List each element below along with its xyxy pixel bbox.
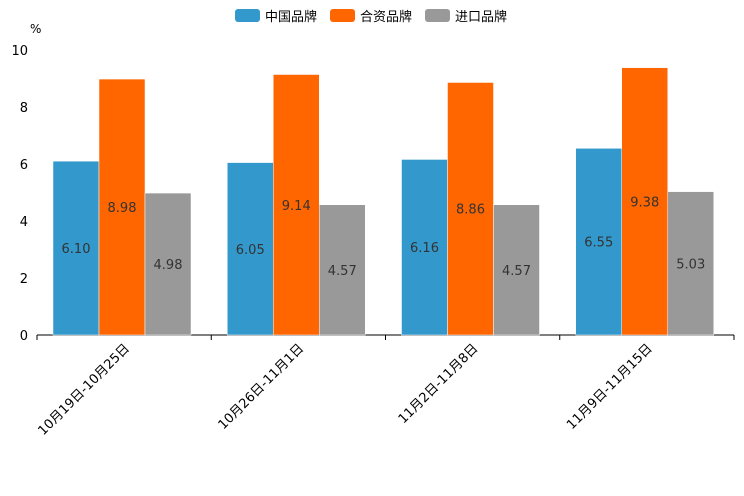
data-labels: 6.10 6.05 6.16 6.55 8.98 9.14 8.86 9.38 4.98 4.57…	[62, 195, 706, 279]
bar-0-0	[52, 160, 100, 336]
data-label: 8.98	[108, 201, 137, 216]
data-label: 6.10	[62, 242, 91, 257]
bar-1-0	[98, 78, 146, 336]
data-label: 4.98	[154, 258, 183, 273]
data-label: 9.38	[630, 195, 659, 210]
data-label: 9.14	[282, 199, 311, 214]
category-label: 11月2日-11月8日	[396, 341, 482, 427]
y-tick-label: 6	[20, 158, 28, 173]
legend-swatch	[235, 9, 260, 22]
bar-2-3	[667, 191, 714, 336]
x-axis: 10月19日-10月25日 10月26日-11月1日 11月2日-11月8日 11月9…	[35, 334, 735, 439]
bar-2-2	[493, 204, 540, 336]
legend: 中国品牌 合资品牌 进口品牌	[235, 9, 507, 25]
y-tick-label: 4	[20, 215, 28, 230]
bar-0-2	[401, 159, 448, 336]
legend-label: 进口品牌	[455, 9, 507, 25]
y-tick-label: 0	[20, 329, 28, 344]
category-label: 10月26日-11月1日	[216, 341, 308, 433]
legend-label: 合资品牌	[360, 9, 412, 25]
bar-0-3	[575, 148, 622, 336]
legend-swatch	[330, 9, 355, 22]
data-label: 4.57	[502, 264, 531, 279]
data-label: 6.05	[236, 243, 265, 258]
data-label: 5.03	[676, 257, 705, 272]
bar-2-1	[319, 204, 366, 336]
data-label: 4.57	[328, 264, 357, 279]
y-axis-unit: %	[30, 22, 41, 36]
legend-swatch	[425, 9, 450, 22]
category-label: 11月9日-11月15日	[564, 341, 656, 433]
y-tick-label: 8	[20, 101, 28, 116]
bar-1-2	[447, 82, 494, 336]
bar-1-1	[273, 74, 320, 336]
bar-2-0	[144, 192, 192, 336]
bars	[52, 67, 714, 336]
data-label: 6.16	[410, 241, 439, 256]
legend-label: 中国品牌	[265, 9, 317, 25]
y-tick-label: 2	[20, 272, 28, 287]
data-label: 8.86	[456, 203, 485, 218]
category-label: 10月19日-10月25日	[35, 341, 132, 438]
y-axis: % 0 2 4 6 8 10	[11, 22, 41, 344]
bar-1-3	[621, 67, 668, 336]
y-tick-label: 10	[11, 44, 28, 59]
data-label: 6.55	[584, 236, 613, 251]
